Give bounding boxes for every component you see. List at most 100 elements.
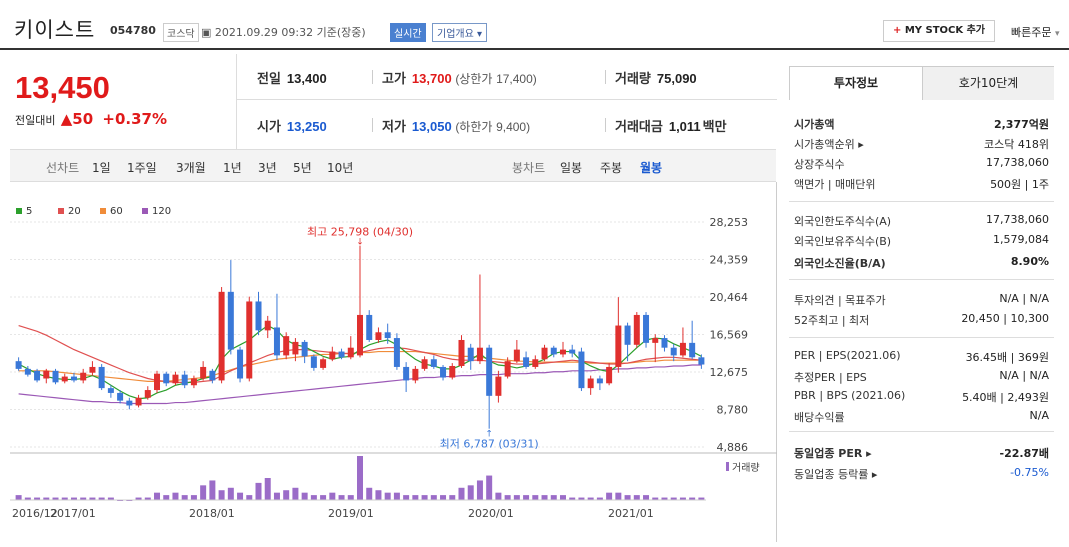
candle-body — [24, 368, 31, 375]
candle-body — [338, 351, 345, 358]
candle-body — [550, 347, 557, 355]
change-label: 전일대비 — [15, 114, 56, 127]
candle-body — [34, 370, 41, 381]
legend-swatch — [100, 208, 106, 214]
volume-bar — [624, 495, 631, 500]
volume-bar — [504, 495, 511, 500]
candle-body — [172, 374, 179, 384]
candle-weekly[interactable]: 주봉 — [600, 161, 623, 175]
change-percent: +0.37% — [102, 110, 167, 128]
candle-body — [541, 347, 548, 360]
volume-bar — [52, 497, 59, 500]
period-3y[interactable]: 3년 — [258, 161, 277, 175]
realtime-button[interactable]: 실시간 — [390, 23, 426, 42]
info-label: 동일업종 PER ▸ — [794, 447, 872, 460]
candle-body — [606, 366, 613, 384]
candle-body — [15, 361, 22, 369]
info-row: 시가총액 2,377억원 — [794, 114, 1049, 134]
legend-swatch — [142, 208, 148, 214]
y-tick-label: 12,675 — [710, 366, 749, 379]
info-value: 17,738,060 — [986, 213, 1049, 226]
volume-bar — [273, 492, 280, 500]
up-arrow-icon: ↑ — [485, 430, 493, 440]
corp-info-dropdown[interactable]: 기업개요 ▾ — [432, 23, 488, 42]
my-stock-add-button[interactable]: + MY STOCK 추가 — [883, 20, 995, 42]
volume-bar — [550, 495, 557, 500]
info-row: 외국인소진율(B/A) 8.90% — [794, 253, 1049, 273]
info-label: 외국인소진율(B/A) — [794, 257, 886, 270]
x-tick-label: 2017/01 — [50, 507, 96, 520]
candle-monthly[interactable]: 월봉 — [640, 161, 663, 175]
info-tabs: 투자정보 호가10단계 — [789, 66, 1054, 100]
chart-toolbar: 선차트 1일 1주일 3개월 1년 3년 5년 10년 봉차트 일봉 주봉 월봉 — [10, 149, 776, 182]
info-row: 액면가 | 매매단위 500원 | 1주 — [794, 174, 1049, 194]
period-10y[interactable]: 10년 — [327, 161, 354, 175]
info-value: 1,579,084 — [993, 233, 1049, 246]
candle-body — [421, 359, 428, 369]
my-stock-label: MY STOCK 추가 — [904, 25, 986, 36]
quote-row: 시가 13,250 저가 13,050 (하한가 9,400) 거래대금 1,011 백… — [237, 102, 777, 148]
period-5y[interactable]: 5년 — [293, 161, 312, 175]
down-arrow-icon: ↓ — [356, 238, 364, 248]
candle-body — [523, 357, 530, 367]
candle-body — [689, 342, 696, 358]
quick-order-dropdown[interactable]: 빠른주문 ▾ — [1011, 24, 1060, 40]
plus-icon: + — [892, 25, 902, 36]
volume-bar — [523, 495, 530, 500]
candle-body — [246, 301, 253, 379]
volume-bar — [449, 495, 456, 500]
info-label: 외국인한도주식수(A) — [794, 215, 892, 228]
period-3m[interactable]: 3개월 — [176, 161, 206, 175]
volume-bar — [615, 492, 622, 500]
candle-body — [329, 351, 336, 360]
volume-bar — [532, 495, 539, 500]
volume-bar — [486, 475, 493, 500]
info-label: 배당수익률 — [794, 411, 845, 424]
volume-bar — [467, 485, 474, 500]
min-annotation: 최저 6,787 (03/31) — [440, 438, 539, 451]
info-value: 8.90% — [1010, 255, 1049, 268]
volume-bar — [347, 495, 354, 500]
candle-body — [661, 338, 668, 348]
volume-bar — [403, 495, 410, 500]
y-tick-label: 24,359 — [710, 253, 749, 266]
legend-swatch — [58, 208, 64, 214]
info-value: 36.45배 | 369원 — [965, 351, 1049, 364]
volume-bar — [70, 497, 77, 500]
candle-body — [624, 325, 631, 345]
tab-investment-info[interactable]: 투자정보 — [790, 67, 922, 100]
volume-bar — [440, 495, 447, 500]
candle-body — [200, 366, 207, 379]
period-1y[interactable]: 1년 — [223, 161, 242, 175]
candle-body — [273, 327, 280, 356]
volume-bar — [578, 497, 585, 500]
info-value: 5.40배 | 2,493원 — [962, 391, 1049, 404]
candle-daily[interactable]: 일봉 — [560, 161, 583, 175]
candle-body — [255, 301, 262, 331]
info-label: PER | EPS(2021.06) — [794, 349, 901, 362]
tab-order-book[interactable]: 호가10단계 — [922, 67, 1054, 100]
y-tick-label: 16,569 — [710, 329, 749, 342]
volume-bar — [652, 497, 659, 500]
candle-body — [366, 314, 373, 340]
volume-bar — [476, 480, 483, 500]
volume-bar — [661, 497, 668, 500]
volume-bar — [421, 495, 428, 500]
candle-body — [458, 339, 465, 366]
volume-bar — [237, 492, 244, 500]
volume-bar — [218, 490, 225, 500]
info-row: 외국인보유주식수(B) 1,579,084 — [794, 231, 1049, 251]
info-value: N/A | N/A — [999, 292, 1049, 305]
candle-body — [181, 374, 188, 386]
info-row: 상장주식수 17,738,060 — [794, 154, 1049, 174]
legend-label: 60 — [110, 206, 123, 217]
trade-amount: 거래대금 1,011 백만 — [615, 119, 727, 134]
candle-body — [532, 359, 539, 367]
info-value: -0.75% — [1010, 466, 1049, 479]
period-1w[interactable]: 1주일 — [127, 161, 157, 175]
period-1d[interactable]: 1일 — [92, 161, 111, 175]
volume-bar — [255, 482, 262, 500]
volume-bar — [301, 492, 308, 500]
x-tick-label: 2021/01 — [608, 507, 654, 520]
candle-body — [80, 372, 87, 381]
